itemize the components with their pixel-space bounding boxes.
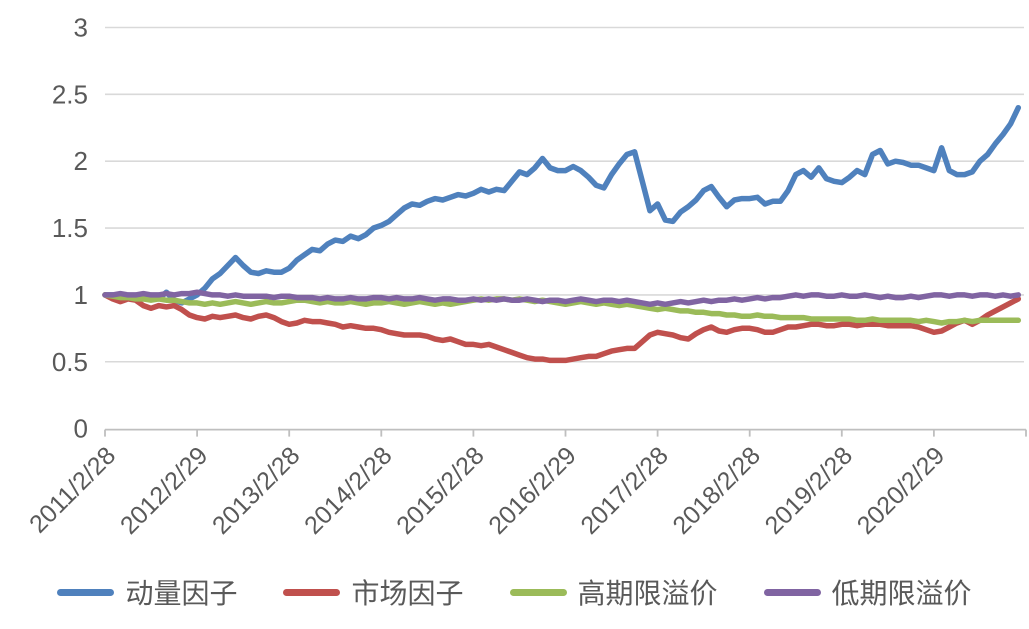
legend-label: 动量因子	[125, 577, 238, 610]
series-line-动量因子	[102, 104, 1022, 306]
x-tick-label: 2015/2/28	[391, 441, 489, 539]
legend-item-1: 市场因子	[283, 572, 464, 612]
x-tick-label: 2013/2/28	[207, 441, 305, 539]
y-tick-label: 0.5	[52, 347, 88, 377]
y-tick-label: 1	[74, 280, 88, 310]
x-tick-label: 2018/2/28	[668, 441, 766, 539]
legend-item-0: 动量因子	[57, 572, 237, 612]
x-tick-label: 2017/2/28	[575, 441, 673, 539]
legend-line-swatch	[509, 588, 567, 596]
legend-line-swatch	[57, 588, 115, 596]
legend-label: 市场因子	[351, 577, 464, 610]
x-tick-label: 2011/2/28	[24, 441, 121, 538]
y-tick-label: 1.5	[52, 213, 88, 243]
y-tick-label: 3	[74, 13, 88, 43]
x-tick-label: 2012/2/29	[115, 441, 213, 539]
series-line-低期限溢价	[102, 289, 1022, 308]
chart-legend: 动量因子 市场因子 高期限溢价 低期限溢价	[0, 566, 1029, 618]
x-tick-label: 2014/2/28	[299, 441, 397, 539]
legend-line-swatch	[283, 588, 341, 596]
series-line-市场因子	[102, 292, 1022, 364]
y-tick-label: 2.5	[52, 79, 88, 109]
legend-label: 低期限溢价	[831, 577, 972, 610]
x-tick-label: 2019/2/28	[760, 441, 858, 539]
y-tick-label: 0	[74, 414, 88, 444]
x-tick-label: 2016/2/29	[483, 441, 581, 539]
legend-item-3: 低期限溢价	[763, 572, 972, 612]
x-tick-label: 2020/2/29	[852, 441, 950, 539]
legend-item-2: 高期限溢价	[509, 572, 718, 612]
legend-label: 高期限溢价	[577, 577, 718, 610]
y-tick-label: 2	[74, 146, 88, 176]
legend-line-swatch	[763, 588, 821, 596]
